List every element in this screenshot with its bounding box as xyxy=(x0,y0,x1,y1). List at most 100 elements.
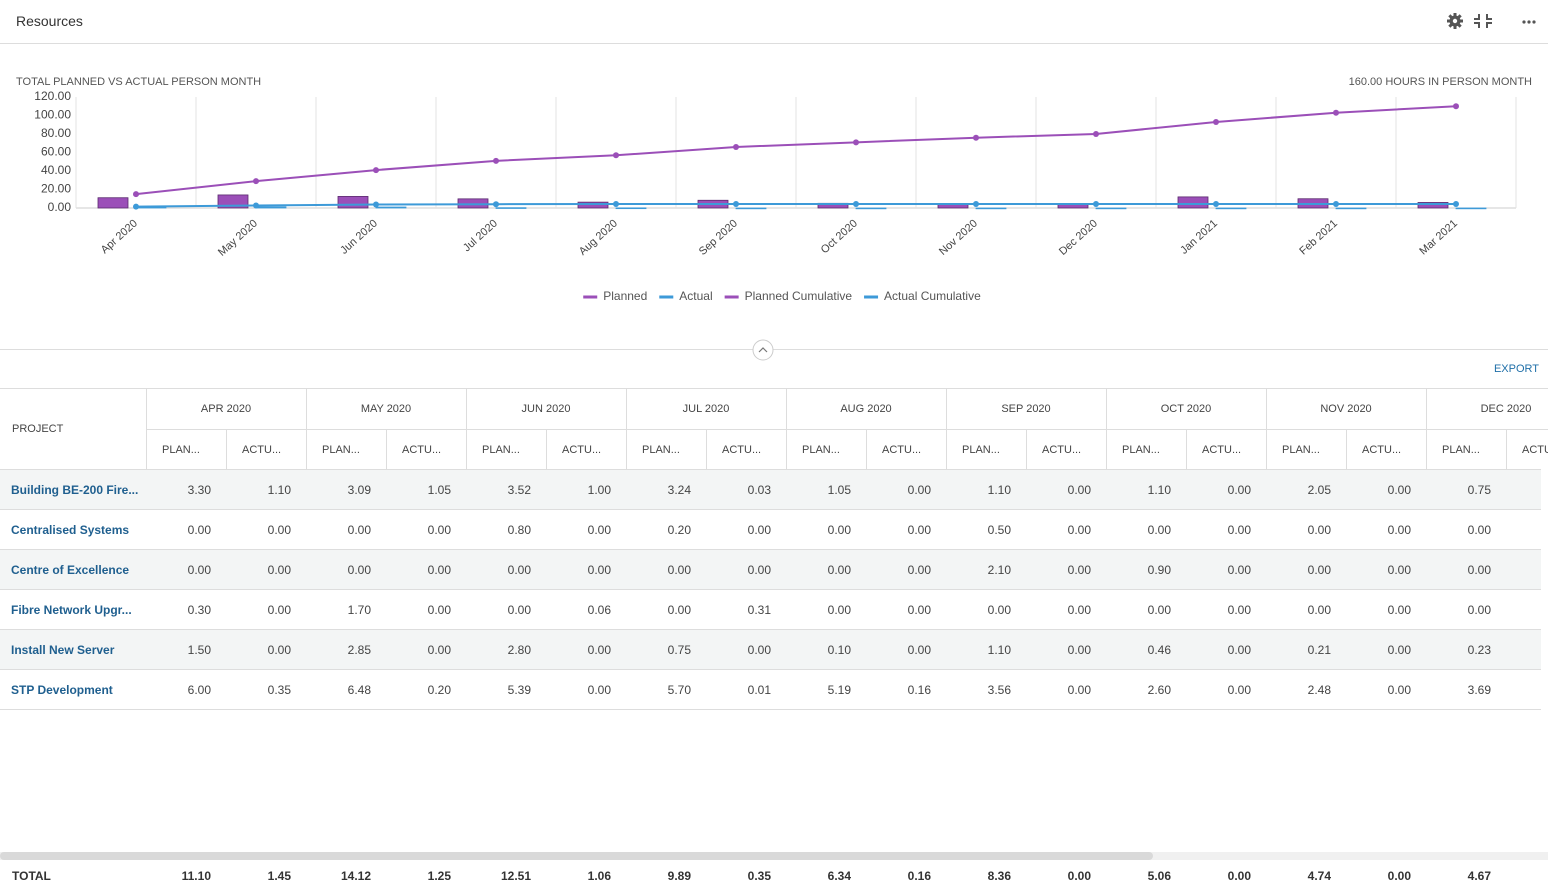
more-icon[interactable] xyxy=(1522,20,1536,24)
point xyxy=(373,201,379,208)
month-header: APR 2020 xyxy=(200,403,252,415)
cell-value: 0.00 xyxy=(587,643,611,657)
project-name[interactable]: Fibre Network Upgr... xyxy=(11,603,132,617)
cell-value: 0.00 xyxy=(1467,563,1491,577)
cell-value: 0.03 xyxy=(747,483,771,497)
point xyxy=(133,203,139,210)
point xyxy=(1093,201,1099,208)
cell-value: 0.06 xyxy=(587,603,611,617)
cell-value: 1.10 xyxy=(987,643,1011,657)
point xyxy=(613,152,619,159)
bar xyxy=(255,206,287,209)
total-value: 1.45 xyxy=(267,869,291,883)
sub-column-border xyxy=(706,430,707,470)
cell-value: 0.00 xyxy=(827,603,851,617)
cell-value: 0.75 xyxy=(1467,483,1491,497)
x-tick-label: Dec 2020 xyxy=(1057,217,1100,257)
point xyxy=(1093,131,1099,137)
x-tick-label: Sep 2020 xyxy=(697,217,740,257)
cell-value: 0.00 xyxy=(427,563,451,577)
cell-value: 0.31 xyxy=(747,603,771,617)
cell-value: 0.00 xyxy=(667,603,691,617)
header-bottom-border xyxy=(0,469,1541,470)
cell-value: 0.00 xyxy=(267,523,291,537)
y-tick-label: 60.00 xyxy=(41,145,71,159)
total-label: TOTAL xyxy=(12,869,51,883)
point xyxy=(973,134,979,141)
total-value: 1.06 xyxy=(587,869,611,883)
cell-value: 5.70 xyxy=(667,683,691,697)
cell-value: 0.20 xyxy=(427,683,451,697)
x-tick-label: Apr 2020 xyxy=(99,217,140,256)
cell-value: 1.70 xyxy=(347,603,371,617)
legend-label: Actual Cumulative xyxy=(884,289,981,303)
point xyxy=(853,201,859,208)
cell-value: 0.00 xyxy=(587,683,611,697)
total-value: 11.10 xyxy=(181,869,211,883)
collapse-chart-button[interactable] xyxy=(752,339,774,361)
month-row-border xyxy=(1106,429,1266,430)
point xyxy=(1213,118,1219,125)
cell-value: 0.35 xyxy=(267,683,291,697)
project-name[interactable]: Centre of Excellence xyxy=(11,563,130,577)
cell-value: 3.52 xyxy=(507,483,531,497)
x-tick-label: Jun 2020 xyxy=(338,217,380,256)
total-value: 0.00 xyxy=(1387,869,1411,883)
cell-value: 0.20 xyxy=(667,523,691,537)
cell-value: 2.48 xyxy=(1307,683,1331,697)
point xyxy=(1333,201,1339,208)
total-value: 14.12 xyxy=(340,869,371,883)
month-row-border xyxy=(1266,429,1426,430)
project-name[interactable]: Building BE-200 Fire... xyxy=(11,483,139,497)
cell-value: 0.00 xyxy=(347,523,371,537)
cell-value: 3.56 xyxy=(987,683,1011,697)
point xyxy=(733,143,739,150)
bar xyxy=(375,206,407,209)
row-background xyxy=(0,510,1541,550)
bar xyxy=(975,207,1007,210)
cell-value: 0.00 xyxy=(587,523,611,537)
collapse-icon[interactable] xyxy=(1474,14,1492,28)
cell-value: 0.00 xyxy=(1387,683,1411,697)
cell-value: 0.00 xyxy=(587,563,611,577)
bar xyxy=(1177,196,1209,209)
point xyxy=(493,157,499,164)
month-row-border xyxy=(1426,429,1548,430)
point xyxy=(1213,201,1219,208)
project-name[interactable]: STP Development xyxy=(11,683,113,697)
x-tick-label: Jul 2020 xyxy=(461,217,500,254)
total-value: 4.74 xyxy=(1307,869,1331,883)
header-divider xyxy=(0,43,1548,44)
bar xyxy=(1095,207,1127,210)
cell-value: 0.00 xyxy=(747,643,771,657)
plan-header: PLAN... xyxy=(1282,444,1320,456)
x-tick-label: Jan 2021 xyxy=(1178,217,1220,256)
settings-icon[interactable] xyxy=(1447,13,1463,29)
chart-subtitle: 160.00 HOURS IN PERSON MONTH xyxy=(1349,76,1532,88)
row-background xyxy=(0,550,1541,590)
sub-column-border xyxy=(546,430,547,470)
cell-value: 6.00 xyxy=(187,683,211,697)
cell-value: 0.00 xyxy=(1067,683,1091,697)
x-tick-label: Aug 2020 xyxy=(577,217,620,257)
project-name[interactable]: Centralised Systems xyxy=(11,523,130,537)
cell-value: 3.30 xyxy=(187,483,211,497)
cell-value: 1.10 xyxy=(987,483,1011,497)
cell-value: 1.05 xyxy=(427,483,451,497)
month-row-border xyxy=(466,429,626,430)
cell-value: 3.69 xyxy=(1467,683,1491,697)
actual-header: ACTU... xyxy=(1522,444,1548,456)
month-row-border xyxy=(146,429,306,430)
cell-value: 0.00 xyxy=(907,483,931,497)
project-name[interactable]: Install New Server xyxy=(11,643,115,657)
point xyxy=(973,201,979,208)
cell-value: 2.80 xyxy=(507,643,531,657)
sub-column-border xyxy=(1506,430,1507,470)
scrollbar-thumb[interactable] xyxy=(0,852,1153,860)
cell-value: 0.00 xyxy=(187,523,211,537)
export-link[interactable]: EXPORT xyxy=(1493,363,1539,375)
cell-value: 0.00 xyxy=(907,563,931,577)
total-value: 6.34 xyxy=(827,869,851,883)
sub-column-border xyxy=(1186,430,1187,470)
cell-value: 0.00 xyxy=(427,603,451,617)
